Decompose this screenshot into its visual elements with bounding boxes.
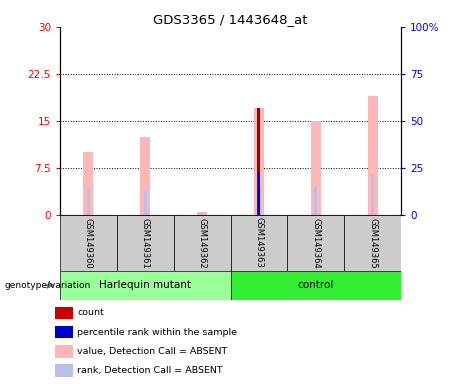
- Bar: [201, 212, 204, 215]
- Bar: [258, 172, 260, 215]
- Bar: [117, 215, 174, 271]
- Bar: [230, 271, 401, 300]
- Text: GSM149361: GSM149361: [141, 217, 150, 268]
- Bar: [60, 215, 117, 271]
- Text: GSM149360: GSM149360: [84, 217, 93, 268]
- Text: control: control: [298, 280, 334, 290]
- Bar: [257, 108, 260, 215]
- Bar: [55, 326, 73, 338]
- Text: GSM149365: GSM149365: [368, 217, 377, 268]
- Bar: [55, 364, 73, 377]
- Bar: [55, 307, 73, 319]
- Text: value, Detection Call = ABSENT: value, Detection Call = ABSENT: [77, 347, 228, 356]
- Text: GSM149364: GSM149364: [311, 217, 320, 268]
- Bar: [140, 137, 150, 215]
- Text: GSM149362: GSM149362: [198, 217, 207, 268]
- Text: count: count: [77, 308, 104, 318]
- Bar: [55, 345, 73, 358]
- Bar: [254, 108, 264, 215]
- Bar: [83, 152, 94, 215]
- Bar: [143, 190, 147, 215]
- Bar: [87, 187, 90, 215]
- Bar: [314, 187, 318, 215]
- Bar: [174, 215, 230, 271]
- Bar: [60, 271, 230, 300]
- Text: genotype/variation: genotype/variation: [5, 281, 91, 290]
- Bar: [197, 212, 207, 215]
- Text: GSM149363: GSM149363: [254, 217, 263, 268]
- Bar: [344, 215, 401, 271]
- Bar: [257, 187, 260, 215]
- Bar: [230, 215, 287, 271]
- Bar: [311, 121, 321, 215]
- Bar: [371, 174, 374, 215]
- Text: percentile rank within the sample: percentile rank within the sample: [77, 328, 237, 337]
- Text: rank, Detection Call = ABSENT: rank, Detection Call = ABSENT: [77, 366, 223, 375]
- Bar: [367, 96, 378, 215]
- Bar: [287, 215, 344, 271]
- Text: Harlequin mutant: Harlequin mutant: [99, 280, 191, 290]
- Title: GDS3365 / 1443648_at: GDS3365 / 1443648_at: [153, 13, 308, 26]
